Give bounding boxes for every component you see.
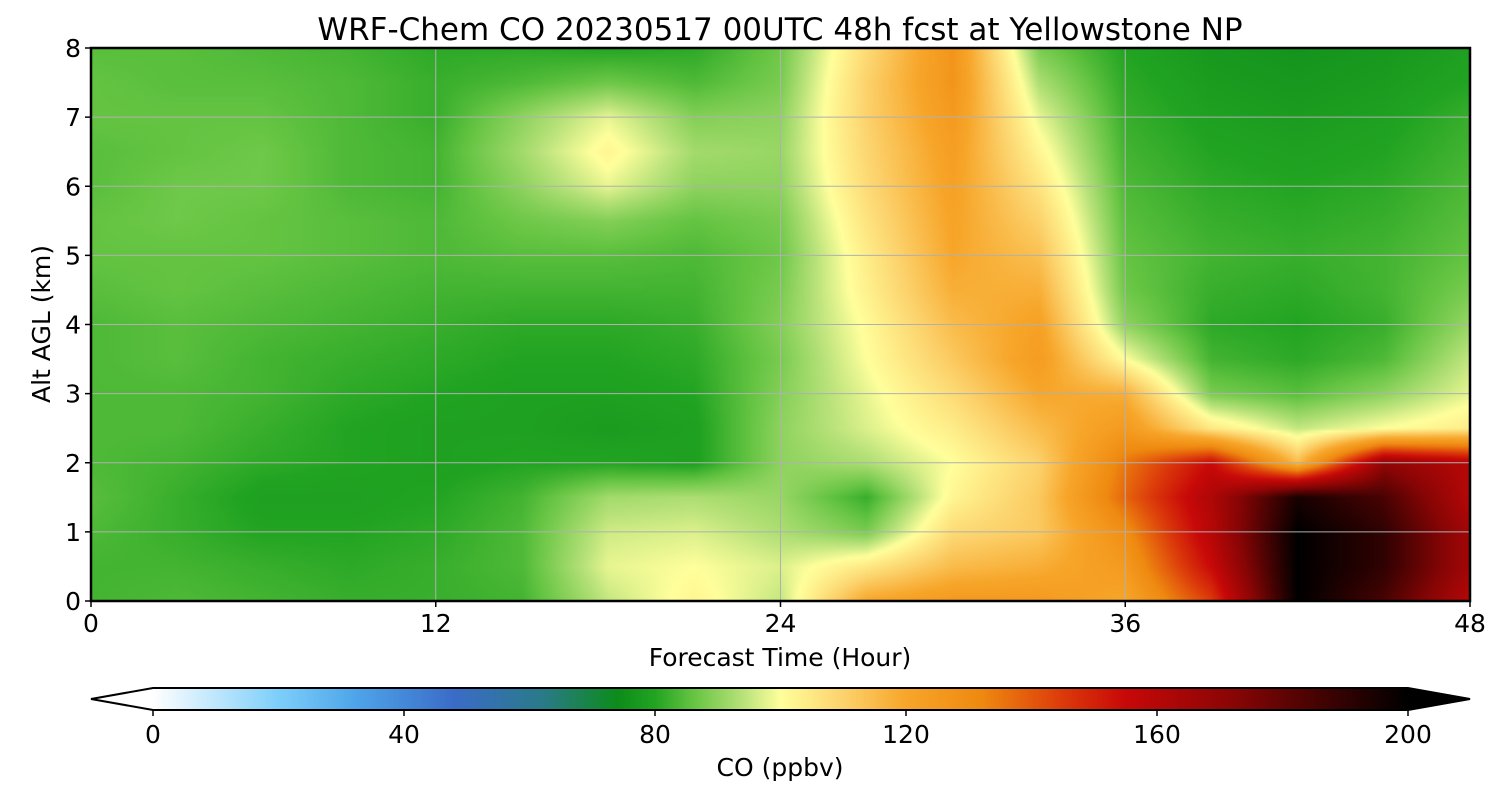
y-tick-label: 8 <box>65 34 81 63</box>
colorbar-tick-label: 40 <box>388 720 420 749</box>
y-tick-label: 0 <box>65 587 81 616</box>
x-axis-label: Forecast Time (Hour) <box>649 643 912 672</box>
colorbar: 0 40 80 120 160 200 CO (ppbv) <box>90 687 1471 782</box>
x-tick-label: 0 <box>83 609 99 638</box>
y-axis: 0 1 2 3 4 5 6 7 8 <box>65 34 91 616</box>
colorbar-tick-label: 120 <box>882 720 930 749</box>
x-tick-label: 48 <box>1454 609 1486 638</box>
colorbar-tick-label: 80 <box>639 720 671 749</box>
y-tick-label: 4 <box>65 311 81 340</box>
colorbar-extend-low <box>91 688 153 710</box>
y-tick-label: 6 <box>65 172 81 201</box>
colorbar-label: CO (ppbv) <box>717 753 844 782</box>
colorbar-gradient <box>153 688 1408 710</box>
x-tick-label: 36 <box>1109 609 1141 638</box>
x-axis: 0 12 24 36 48 <box>83 601 1486 638</box>
chart-title: WRF-Chem CO 20230517 00UTC 48h fcst at Y… <box>317 12 1242 48</box>
x-tick-label: 24 <box>765 609 797 638</box>
y-tick-label: 7 <box>65 103 81 132</box>
y-tick-label: 3 <box>65 380 81 409</box>
colorbar-extend-high <box>1408 688 1470 710</box>
colorbar-tick-label: 200 <box>1384 720 1432 749</box>
y-tick-label: 5 <box>65 241 81 270</box>
y-axis-label: Alt AGL (km) <box>27 245 56 403</box>
colorbar-tick-label: 0 <box>145 720 161 749</box>
colorbar-tick-label: 160 <box>1133 720 1181 749</box>
x-tick-label: 12 <box>420 609 452 638</box>
colorbar-ticks: 0 40 80 120 160 200 <box>145 710 1432 749</box>
y-tick-label: 2 <box>65 449 81 478</box>
y-tick-label: 1 <box>65 518 81 547</box>
